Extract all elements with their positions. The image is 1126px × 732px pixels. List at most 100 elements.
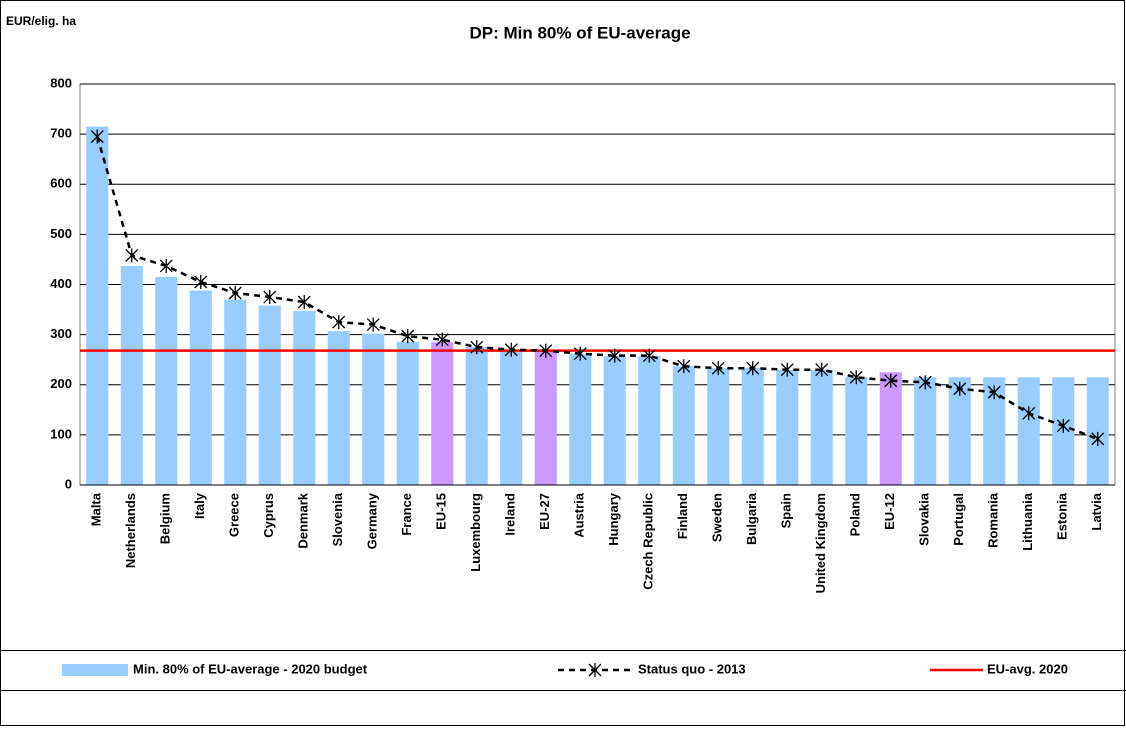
bar	[569, 353, 592, 485]
bar	[362, 333, 385, 485]
bar	[879, 372, 902, 485]
marker	[953, 381, 967, 396]
bar	[431, 342, 454, 485]
y-tick-label: 600	[50, 176, 72, 191]
y-axis-label: EUR/elig. ha	[6, 14, 76, 28]
x-tick-label: Sweden	[710, 493, 725, 542]
bar	[293, 311, 316, 485]
x-tick-label: Hungary	[606, 492, 621, 546]
marker	[435, 332, 449, 347]
legend-swatch	[62, 664, 128, 676]
x-tick-label: France	[399, 493, 414, 536]
bar	[638, 356, 661, 485]
marker	[608, 348, 622, 363]
bar	[741, 368, 764, 485]
x-tick-label: Luxembourg	[468, 493, 483, 572]
bar	[810, 369, 833, 485]
marker	[297, 295, 311, 310]
marker	[228, 286, 242, 301]
x-tick-label: Malta	[89, 492, 104, 526]
legend-marker	[588, 663, 602, 677]
line	[96, 136, 1099, 441]
x-tick-label: Cyprus	[261, 493, 276, 538]
y-tick-label: 700	[50, 126, 72, 141]
bar	[1086, 377, 1109, 485]
marker	[780, 362, 794, 377]
marker	[194, 274, 208, 289]
x-tick-label: Spain	[779, 493, 794, 528]
marker	[642, 348, 656, 363]
marker	[401, 329, 415, 344]
bar	[914, 377, 937, 485]
bar	[983, 377, 1006, 485]
x-tick-label: Belgium	[158, 493, 173, 544]
marker	[470, 340, 484, 355]
x-tick-label: Slovenia	[330, 492, 345, 546]
marker	[504, 342, 518, 357]
marker	[987, 385, 1001, 400]
marker	[677, 359, 691, 374]
x-tick-label: Poland	[848, 493, 863, 536]
x-tick-label: Lithuania	[1020, 492, 1035, 551]
bar	[327, 331, 350, 485]
y-tick-label: 400	[50, 276, 72, 291]
bar	[258, 305, 281, 485]
x-tick-label: Denmark	[296, 492, 311, 548]
x-tick-label: Romania	[986, 492, 1001, 548]
marker	[573, 346, 587, 361]
marker	[746, 361, 760, 376]
x-tick-label: Estonia	[1055, 492, 1070, 540]
x-tick-label: Finland	[675, 493, 690, 539]
marker	[539, 343, 553, 358]
x-tick-label: Latvia	[1089, 492, 1104, 530]
marker	[366, 317, 380, 332]
x-tick-label: Germany	[365, 492, 380, 549]
marker	[332, 315, 346, 330]
y-tick-label: 500	[50, 226, 72, 241]
x-tick-label: EU-15	[434, 493, 449, 530]
marker	[1091, 431, 1105, 446]
x-tick-label: Ireland	[503, 493, 518, 536]
marker	[918, 375, 932, 390]
marker	[1056, 418, 1070, 433]
marker	[1022, 406, 1036, 421]
bar	[672, 366, 695, 485]
x-tick-label: Netherlands	[123, 493, 138, 568]
marker	[125, 248, 139, 263]
x-tick-label: Austria	[572, 492, 587, 538]
x-tick-label: Slovakia	[917, 492, 932, 546]
bar	[603, 356, 626, 485]
y-tick-label: 200	[50, 376, 72, 391]
y-tick-label: 0	[65, 476, 72, 491]
marker	[263, 290, 277, 305]
x-tick-label: Bulgaria	[744, 492, 759, 545]
bar	[500, 349, 523, 485]
bar	[948, 377, 971, 485]
marker	[849, 370, 863, 385]
x-tick-label: United Kingdom	[813, 493, 828, 593]
marker	[90, 129, 104, 144]
bar	[189, 290, 212, 485]
x-tick-label: Portugal	[951, 493, 966, 546]
bar	[534, 350, 557, 485]
legend-label: Min. 80% of EU-average - 2020 budget	[133, 661, 368, 676]
x-tick-label: EU-27	[537, 493, 552, 530]
marker	[159, 258, 173, 273]
x-tick-label: Greece	[227, 493, 242, 537]
marker	[815, 362, 829, 377]
x-tick-label: Italy	[192, 492, 207, 519]
bar	[396, 342, 419, 485]
bar	[465, 347, 488, 485]
chart-title: DP: Min 80% of EU-average	[469, 23, 690, 42]
marker	[884, 373, 898, 388]
marker	[711, 361, 725, 376]
x-tick-label: Czech Republic	[641, 493, 656, 590]
bar	[707, 368, 730, 485]
bar	[155, 276, 178, 485]
y-tick-label: 100	[50, 426, 72, 441]
y-tick-label: 800	[50, 75, 72, 90]
bar	[86, 126, 109, 485]
x-tick-label: EU-12	[882, 493, 897, 530]
legend-label: EU-avg. 2020	[987, 661, 1068, 676]
